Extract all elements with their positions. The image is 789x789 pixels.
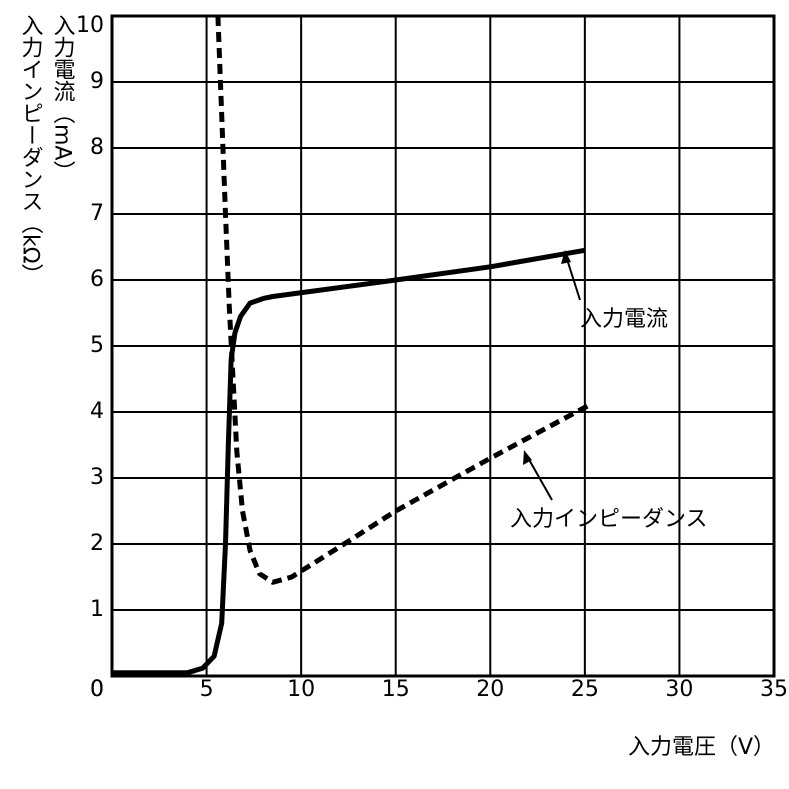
x-tick-label: 15 (382, 677, 410, 702)
y-tick-label: 3 (90, 465, 104, 490)
annotation: 入力インピーダンス (510, 507, 708, 532)
x-tick-label: 25 (571, 677, 599, 702)
plot-frame (110, 14, 776, 678)
y-tick-label: 5 (90, 333, 104, 358)
y-tick-label: 0 (90, 677, 104, 702)
y-axis-label: 入力電流（mA） (50, 14, 76, 182)
y-tick-label: 4 (90, 399, 104, 424)
arrow-head (523, 450, 532, 465)
x-tick-label: 5 (200, 677, 214, 702)
arrow (565, 255, 581, 301)
x-tick-label: 20 (476, 677, 504, 702)
x-tick-label: 0 (90, 677, 104, 702)
y-tick-label: 9 (90, 69, 104, 94)
y-tick-label: 1 (90, 597, 104, 622)
y-axis-label: 入力インピーダンス（kΩ） (18, 14, 44, 286)
y-tick-label: 2 (90, 531, 104, 556)
y-tick-label: 8 (90, 135, 104, 160)
arrow-head (561, 250, 571, 264)
x-tick-label: 10 (287, 677, 315, 702)
x-tick-label: 30 (665, 677, 693, 702)
annotation: 入力電流 (580, 307, 668, 332)
x-tick-label: 35 (760, 677, 788, 702)
y-tick-label: 6 (90, 267, 104, 292)
y-tick-label: 7 (90, 201, 104, 226)
y-tick-label: 10 (76, 13, 104, 38)
x-axis-label: 入力電圧（V） (628, 735, 775, 760)
series-line (112, 247, 586, 676)
series-line (215, 15, 590, 585)
